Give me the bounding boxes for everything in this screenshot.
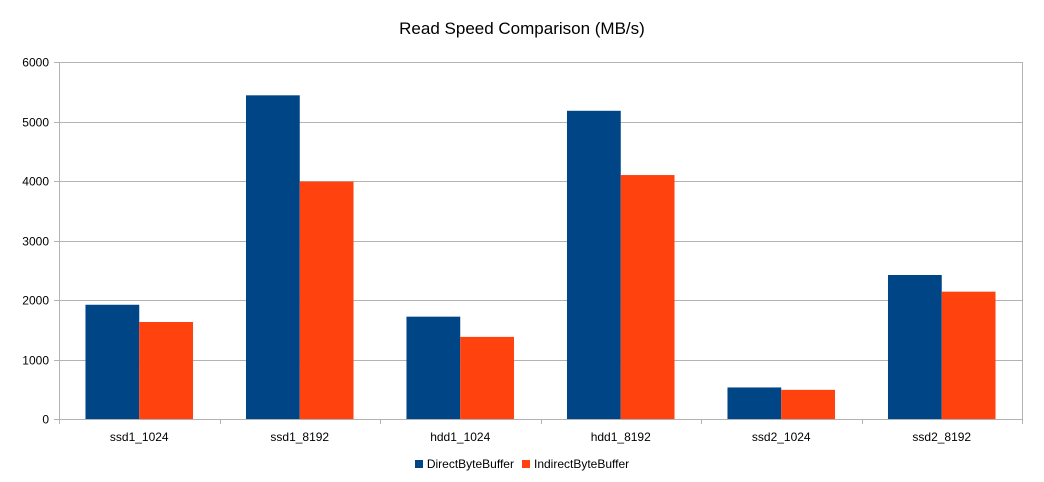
x-tick-label: hdd1_1024	[430, 430, 490, 444]
bar-DirectByteBuffer-ssd1_1024	[85, 304, 140, 419]
x-tick-label: ssd2_1024	[752, 430, 811, 444]
legend-label: IndirectByteBuffer	[533, 457, 630, 471]
x-tick-label: ssd1_8192	[270, 430, 329, 444]
bar-IndirectByteBuffer-ssd1_1024	[139, 322, 194, 419]
bar-DirectByteBuffer-ssd2_8192	[887, 275, 942, 419]
bar-IndirectByteBuffer-ssd2_8192	[941, 291, 996, 419]
bar-IndirectByteBuffer-hdd1_8192	[620, 175, 675, 419]
bar-DirectByteBuffer-ssd1_8192	[245, 95, 300, 419]
axes	[54, 62, 1023, 424]
chart-title: Read Speed Comparison (MB/s)	[399, 19, 645, 38]
y-tick-label: 2000	[22, 294, 49, 308]
y-tick-label: 0	[42, 413, 49, 427]
y-tick-label: 5000	[22, 116, 49, 130]
bars	[85, 95, 996, 419]
y-tick-labels: 0 1000 2000 3000 4000 5000 6000	[22, 56, 49, 427]
gridlines	[59, 62, 1022, 420]
x-tick-labels: ssd1_1024 ssd1_8192 hdd1_1024 hdd1_8192 ssd2…	[110, 430, 972, 444]
y-tick-label: 3000	[22, 235, 49, 249]
bar-DirectByteBuffer-ssd2_1024	[727, 387, 782, 419]
y-tick-label: 6000	[22, 56, 49, 70]
legend-item: IndirectByteBuffer	[521, 457, 630, 471]
bar-IndirectByteBuffer-ssd2_1024	[781, 389, 836, 419]
bar-IndirectByteBuffer-hdd1_1024	[460, 336, 515, 419]
bar-DirectByteBuffer-hdd1_8192	[566, 110, 621, 419]
legend-swatch	[521, 460, 530, 468]
bar-DirectByteBuffer-hdd1_1024	[406, 316, 461, 419]
x-tick-label: ssd1_1024	[110, 430, 169, 444]
legend: DirectByteBuffer IndirectByteBuffer	[0, 457, 1044, 471]
bar-IndirectByteBuffer-ssd1_8192	[299, 181, 354, 419]
legend-swatch	[414, 460, 423, 468]
x-tick-label: hdd1_8192	[591, 430, 651, 444]
y-tick-label: 1000	[22, 354, 49, 368]
x-tick-label: ssd2_8192	[912, 430, 971, 444]
legend-label: DirectByteBuffer	[426, 457, 514, 471]
legend-item: DirectByteBuffer	[414, 457, 514, 471]
y-tick-label: 4000	[22, 175, 49, 189]
